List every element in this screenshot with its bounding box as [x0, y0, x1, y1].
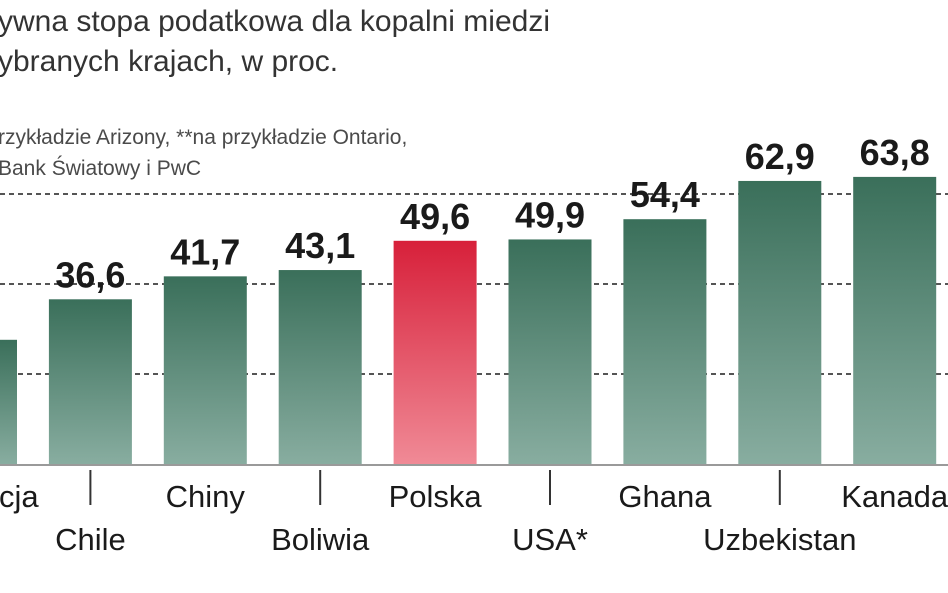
- category-label-3: Boliwia: [271, 522, 370, 557]
- value-label-4: 49,6: [400, 196, 470, 237]
- category-label-2: Chiny: [166, 479, 246, 514]
- chart-title-line-1: ywna stopa podatkowa dla kopalni miedzi: [0, 5, 550, 38]
- value-label-6: 54,4: [630, 174, 700, 215]
- value-labels: 636,641,743,149,649,954,462,963,8: [55, 132, 930, 295]
- x-axis: cja Chile Chiny Boliwia Polska USA* Ghana Uzbek…: [0, 464, 948, 557]
- bar-5: [508, 239, 592, 464]
- bar-6: [623, 219, 707, 464]
- category-label-5: USA*: [512, 522, 588, 557]
- value-label-8: 63,8: [860, 132, 930, 173]
- category-label-4: Polska: [389, 479, 483, 514]
- category-label-7: Uzbekistan: [703, 522, 856, 557]
- bar-4: [393, 240, 477, 464]
- bar-8: [853, 176, 937, 464]
- chart-title-line-2: ybranych krajach, w proc.: [0, 45, 339, 78]
- value-label-7: 62,9: [745, 136, 815, 177]
- bars: [0, 176, 937, 464]
- bar-3: [278, 270, 362, 464]
- chart-footnote-line-1: rzykładzie Arizony, **na przykładzie Ont…: [0, 126, 408, 149]
- category-label-8: Kanada: [841, 479, 948, 514]
- bar-2: [163, 276, 247, 464]
- chart-title: ywna stopa podatkowa dla kopalni miedzi …: [0, 2, 550, 82]
- chart-footnote: rzykładzie Arizony, **na przykładzie Ont…: [0, 122, 407, 184]
- value-label-1: 36,6: [55, 254, 125, 295]
- category-label-6: Ghana: [618, 479, 712, 514]
- chart-footnote-line-2: Bank Światowy i PwC: [0, 157, 202, 180]
- bar-7: [738, 180, 822, 464]
- category-label-0: cja: [0, 479, 39, 514]
- bar-1: [48, 299, 132, 464]
- category-label-1: Chile: [55, 522, 126, 557]
- bar-0: [0, 339, 17, 464]
- value-label-5: 49,9: [515, 194, 585, 235]
- value-label-3: 43,1: [285, 225, 355, 266]
- value-label-2: 41,7: [170, 231, 240, 272]
